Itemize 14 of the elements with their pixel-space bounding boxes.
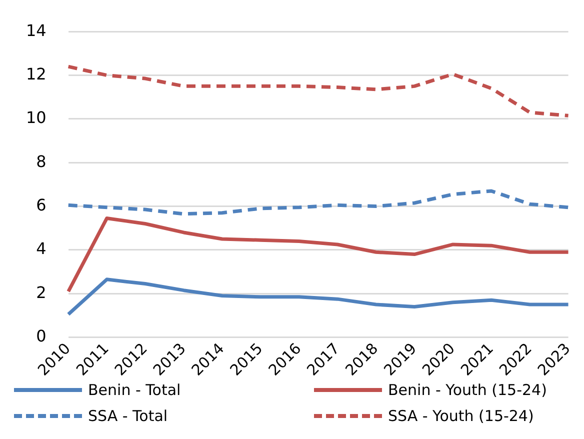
- y-tick-label: 8: [36, 152, 46, 171]
- y-tick-label: 2: [36, 282, 46, 302]
- legend-label: Benin - Total: [88, 381, 181, 399]
- legend-label: SSA - Total: [88, 407, 168, 425]
- line-series: [66, 189, 570, 216]
- y-tick-label: 0: [36, 326, 46, 346]
- legend-label: Benin - Youth (15-24): [388, 381, 547, 399]
- y-tick-label: 4: [36, 239, 46, 258]
- line-series: [66, 64, 570, 118]
- y-tick-label: 12: [26, 64, 46, 84]
- y-tick-label: 14: [26, 20, 46, 40]
- legend-label: SSA - Youth (15-24): [388, 407, 534, 425]
- y-tick-label: 6: [36, 195, 46, 214]
- y-tick-label: 10: [26, 108, 46, 128]
